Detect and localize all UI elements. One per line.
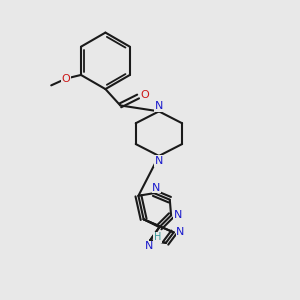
Text: N: N bbox=[145, 241, 153, 251]
Text: N: N bbox=[155, 156, 163, 166]
Text: N: N bbox=[155, 101, 163, 111]
Text: O: O bbox=[62, 74, 70, 84]
Text: N: N bbox=[173, 210, 182, 220]
Text: H: H bbox=[154, 232, 161, 242]
Text: O: O bbox=[140, 90, 149, 100]
Text: N: N bbox=[176, 227, 184, 237]
Text: N: N bbox=[152, 183, 161, 193]
